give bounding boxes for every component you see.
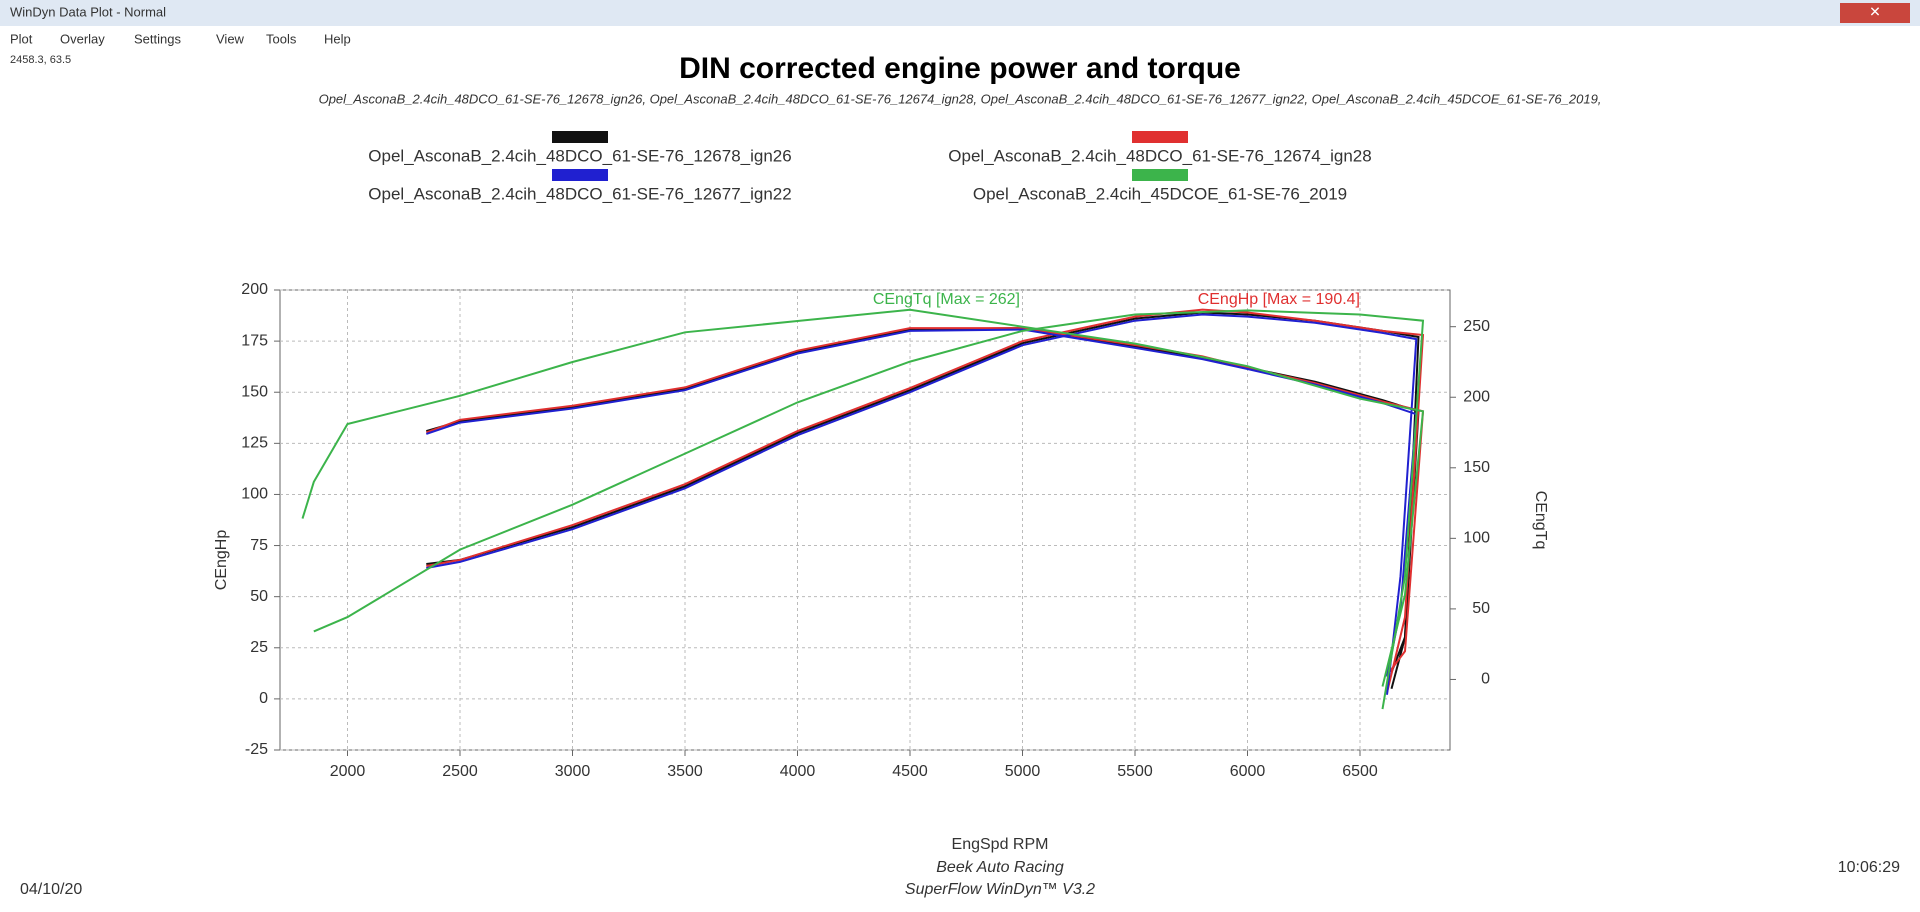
x-tick-label: 5500 [1117, 763, 1153, 780]
legend-label: Opel_AsconaB_2.4cih_48DCO_61-SE-76_12678… [368, 146, 791, 165]
torque-line [301, 308, 1425, 687]
menu-bar: Plot Overlay Settings View Tools Help [10, 31, 351, 46]
legend-label: Opel_AsconaB_2.4cih_45DCOE_61-SE-76_2019 [973, 184, 1347, 203]
x-tick-label: 2500 [442, 763, 478, 780]
y-tick-label: 50 [250, 588, 268, 605]
x-tick-label: 4000 [780, 763, 816, 780]
legend-label: Opel_AsconaB_2.4cih_48DCO_61-SE-76_12677… [368, 184, 791, 203]
cursor-readout: 2458.3, 63.5 [10, 54, 71, 66]
y-tick-label: 25 [250, 639, 268, 656]
y2-tick-label: 150 [1463, 459, 1490, 476]
x-tick-label: 4500 [892, 763, 928, 780]
legend-swatch [552, 131, 608, 143]
window-title: WinDyn Data Plot - Normal [10, 4, 166, 19]
x-tick-label: 6000 [1230, 763, 1266, 780]
menu-item[interactable]: Tools [266, 31, 297, 46]
plot-area [279, 289, 1451, 751]
torque-line [425, 328, 1418, 677]
x-tick-label: 3000 [555, 763, 591, 780]
chart-subtitle: Opel_AsconaB_2.4cih_48DCO_61-SE-76_12678… [319, 91, 1602, 106]
legend-swatch [552, 169, 608, 181]
y-tick-label: 0 [259, 690, 268, 707]
y2-tick-label: 100 [1463, 530, 1490, 547]
close-button[interactable] [1840, 3, 1910, 23]
y2-tick-label: 0 [1481, 671, 1490, 688]
y-axis-title: CEngHp [213, 530, 230, 591]
x-tick-label: 2000 [330, 763, 366, 780]
chart-title: DIN corrected engine power and torque [679, 52, 1241, 85]
y-tick-label: 75 [250, 537, 268, 554]
annotation: CEngTq [Max = 262] [873, 291, 1020, 308]
annotation: CEngHp [Max = 190.4] [1198, 291, 1360, 308]
y2-tick-label: 250 [1463, 318, 1490, 335]
credit: SuperFlow WinDyn™ V3.2 [905, 881, 1095, 898]
legend-label: Opel_AsconaB_2.4cih_48DCO_61-SE-76_12674… [948, 146, 1371, 165]
title-bar [0, 0, 1920, 26]
x-tick-label: 6500 [1342, 763, 1378, 780]
y2-tick-label: 200 [1463, 388, 1490, 405]
hp-line [426, 308, 1425, 694]
hp-line [426, 311, 1420, 689]
y2-tick-label: 50 [1472, 600, 1490, 617]
x-tick-label: 3500 [667, 763, 703, 780]
menu-item[interactable]: Settings [134, 31, 181, 46]
credit: Beek Auto Racing [936, 859, 1064, 876]
y-tick-label: 175 [241, 332, 268, 349]
close-icon: ✕ [1869, 4, 1881, 20]
hp-line [426, 313, 1418, 695]
y2-axis-title: CEngTq [1532, 491, 1549, 550]
menu-item[interactable]: Overlay [60, 31, 105, 46]
y-tick-label: 200 [241, 281, 268, 298]
time: 10:06:29 [1838, 859, 1900, 876]
date: 04/10/20 [20, 881, 82, 898]
y-tick-label: 100 [241, 486, 268, 503]
y-tick-label: -25 [245, 741, 268, 758]
hp-line [313, 309, 1425, 710]
y-tick-label: 125 [241, 435, 268, 452]
menu-item[interactable]: Plot [10, 31, 33, 46]
menu-item[interactable]: View [216, 31, 245, 46]
legend-swatch [1132, 169, 1188, 181]
y-tick-label: 150 [241, 383, 268, 400]
menu-item[interactable]: Help [324, 31, 351, 46]
x-tick-label: 5000 [1005, 763, 1041, 780]
legend-swatch [1132, 131, 1188, 143]
x-axis-title: EngSpd RPM [952, 836, 1049, 853]
